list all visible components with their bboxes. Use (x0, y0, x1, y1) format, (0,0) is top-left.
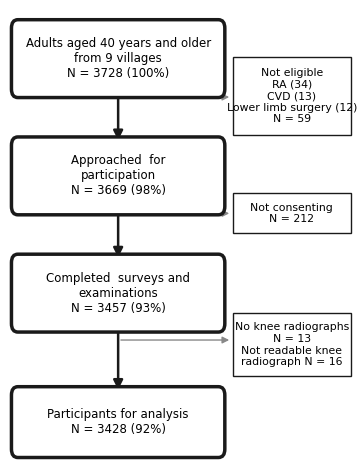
FancyBboxPatch shape (11, 386, 225, 458)
FancyBboxPatch shape (11, 254, 225, 332)
FancyBboxPatch shape (11, 20, 225, 98)
FancyBboxPatch shape (233, 58, 351, 135)
Text: Adults aged 40 years and older
from 9 villages
N = 3728 (100%): Adults aged 40 years and older from 9 vi… (25, 37, 211, 80)
Text: Approached  for
participation
N = 3669 (98%): Approached for participation N = 3669 (9… (71, 154, 166, 197)
Text: Participants for analysis
N = 3428 (92%): Participants for analysis N = 3428 (92%) (47, 408, 189, 436)
Text: Not consenting
N = 212: Not consenting N = 212 (250, 203, 333, 224)
FancyBboxPatch shape (233, 194, 351, 234)
Text: Completed  surveys and
examinations
N = 3457 (93%): Completed surveys and examinations N = 3… (46, 272, 190, 315)
Text: No knee radiographs
N = 13
Not readable knee
radiograph N = 16: No knee radiographs N = 13 Not readable … (234, 322, 349, 367)
FancyBboxPatch shape (233, 313, 351, 376)
FancyBboxPatch shape (11, 137, 225, 215)
Text: Not eligible
RA (34)
CVD (13)
Lower limb surgery (12)
N = 59: Not eligible RA (34) CVD (13) Lower limb… (227, 68, 357, 124)
